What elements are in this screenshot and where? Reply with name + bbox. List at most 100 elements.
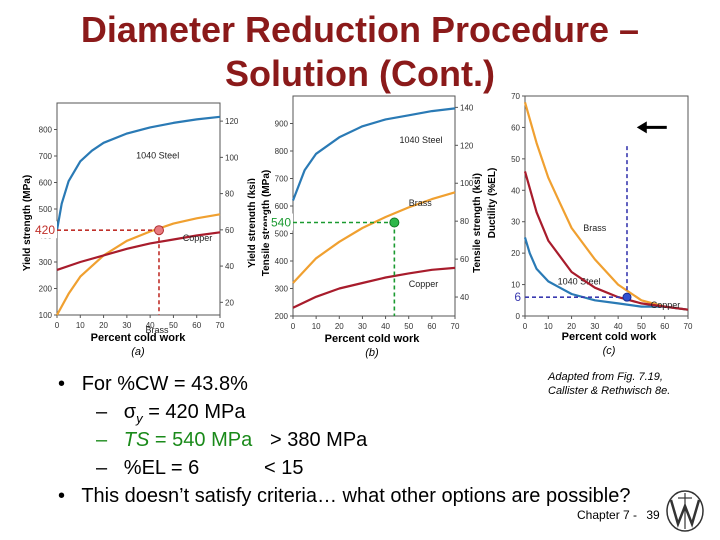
university-logo (666, 490, 704, 532)
sub-bullet-ts: – TS = 540 MPa (96, 429, 252, 452)
figure-credit: Adapted from Fig. 7.19, Callister & Reth… (548, 370, 670, 398)
tensile-y2-tick-label: 120 (460, 141, 474, 150)
tensile-x-tick-label: 70 (451, 322, 460, 331)
yield-y2-tick-label: 120 (225, 117, 239, 126)
tensile-y-tick-label: 800 (275, 147, 289, 156)
title-line-1: Diameter Reduction Procedure – (80, 9, 640, 50)
ductility-y-tick-label: 0 (516, 312, 521, 321)
ductility-value-label: 6 (514, 290, 521, 304)
yield-x-tick-label: 10 (76, 321, 85, 330)
yield-series-1040-steel (55, 115, 221, 231)
ductility-y-axis-label: Ductility (%EL) (487, 168, 498, 239)
yield-strength-chart: Yield strength (MPa) Yield strength (ksi… (22, 102, 255, 358)
tensile-x-axis-label: Percent cold work (325, 333, 421, 345)
yield-x-tick-label: 50 (169, 321, 178, 330)
bullet-cw: • For %CW = 43.8% (58, 373, 248, 396)
ductility-x-tick-label: 40 (614, 322, 623, 331)
yield-x-tick-label: 30 (122, 321, 131, 330)
el-comparison: < 15 (264, 457, 304, 479)
ductility-series-brass (523, 101, 689, 311)
tensile-y2-tick-label: 40 (460, 293, 469, 302)
credit-line-1: Adapted from Fig. 7.19, (548, 371, 663, 383)
ductility-x-axis-label: Percent cold work (562, 331, 658, 343)
panel-label-b: (b) (365, 347, 379, 359)
ductility-x-tick-label: 70 (684, 322, 693, 331)
title-line-2: Solution (Cont.) (225, 53, 495, 94)
el-value-text: %EL = 6 (123, 457, 200, 479)
ductility-x-tick-label: 50 (637, 322, 646, 331)
tensile-marker (389, 217, 400, 228)
ts-abbrev: TS (123, 429, 150, 451)
yield-series-copper (56, 231, 221, 271)
ductility-y-tick-label: 50 (511, 155, 520, 164)
tensile-series-1040-steel (291, 107, 456, 201)
tensile-y2-tick-label: 80 (460, 217, 469, 226)
tensile-x-tick-label: 0 (291, 322, 296, 331)
tensile-y-axis-label: Tensile strength (MPa) (261, 170, 272, 277)
tensile-series-copper (292, 266, 456, 309)
ductility-plot-frame (524, 95, 689, 317)
yield-value-bg (33, 221, 57, 239)
yield-x-tick-label: 70 (216, 321, 225, 330)
ductility-series-1040-steel (523, 237, 689, 311)
yield-x-tick-label: 60 (192, 321, 201, 330)
tensile-y-tick-label: 400 (275, 257, 289, 266)
panel-label-a: (a) (131, 346, 145, 358)
slide-title: Diameter Reduction Procedure – Solution … (0, 8, 720, 96)
ts-value-text: = 540 MPa (149, 429, 253, 451)
tensile-x-tick-label: 10 (312, 322, 321, 331)
ductility-legend-1040-steel: 1040 Steel (558, 277, 601, 287)
yield-y-tick-label: 100 (39, 311, 53, 320)
bullet-dot: • (58, 485, 66, 507)
yield-y-tick-label: 600 (39, 179, 53, 188)
tensile-x-tick-label: 50 (404, 322, 413, 331)
page-number: 39 (646, 508, 660, 522)
yield-y-tick-label: 800 (39, 126, 53, 135)
tensile-strength-chart: Tensile strength (MPa) Tensile strength … (261, 95, 483, 359)
credit-line-2: Callister & Rethwisch 8e. (548, 385, 671, 397)
tensile-y2-tick-label: 140 (460, 103, 474, 112)
yield-legend-brass: Brass (145, 325, 169, 335)
tensile-y-tick-label: 600 (275, 202, 289, 211)
dash: – (96, 457, 108, 479)
tensile-y-tick-label: 700 (275, 175, 289, 184)
tensile-legend-copper: Copper (409, 279, 439, 289)
tensile-x-tick-label: 40 (381, 322, 390, 331)
yield-y-tick-label: 500 (39, 205, 53, 214)
tensile-y-tick-label: 900 (275, 120, 289, 129)
ductility-legend-brass: Brass (583, 223, 607, 233)
tensile-x-tick-label: 20 (335, 322, 344, 331)
panel-label-c: (c) (603, 345, 616, 357)
yield-x-tick-label: 20 (99, 321, 108, 330)
ductility-x-tick-label: 0 (523, 322, 528, 331)
sigma-subscript: y (136, 411, 143, 426)
yield-legend-copper: Copper (183, 233, 213, 243)
yield-legend-1040-steel: 1040 Steel (136, 151, 179, 161)
tensile-y2-tick-label: 60 (460, 255, 469, 264)
ductility-x-tick-label: 30 (590, 322, 599, 331)
yield-y-tick-label: 700 (39, 152, 53, 161)
yield-y-tick-label: 300 (39, 258, 53, 267)
bullet-criteria-text: This doesn’t satisfy criteria… what othe… (81, 485, 631, 507)
yield-x-axis-label: Percent cold work (91, 332, 187, 344)
tensile-value-bg (267, 213, 293, 231)
sigma-symbol: σ (123, 401, 137, 423)
tensile-legend-brass: Brass (409, 198, 433, 208)
yield-y2-tick-label: 40 (225, 262, 234, 271)
yield-y2-tick-label: 20 (225, 298, 234, 307)
dash: – (96, 429, 108, 451)
tensile-y-tick-label: 500 (275, 230, 289, 239)
bullet-criteria: • This doesn’t satisfy criteria… what ot… (58, 485, 630, 508)
yield-y-tick-label: 200 (39, 285, 53, 294)
yield-value-label: 420 (35, 223, 55, 237)
ductility-value-bg (511, 289, 523, 305)
ductility-y-tick-label: 20 (511, 249, 520, 258)
tensile-y2-tick-label: 100 (460, 179, 474, 188)
ductility-x-tick-label: 10 (544, 322, 553, 331)
dash: – (96, 401, 108, 423)
yield-y2-tick-label: 80 (225, 190, 234, 199)
yield-marker (153, 225, 164, 236)
yield-plot-frame (56, 102, 221, 316)
yield-y2-tick-label: 60 (225, 226, 234, 235)
ts-comparison: > 380 MPa (270, 429, 368, 451)
